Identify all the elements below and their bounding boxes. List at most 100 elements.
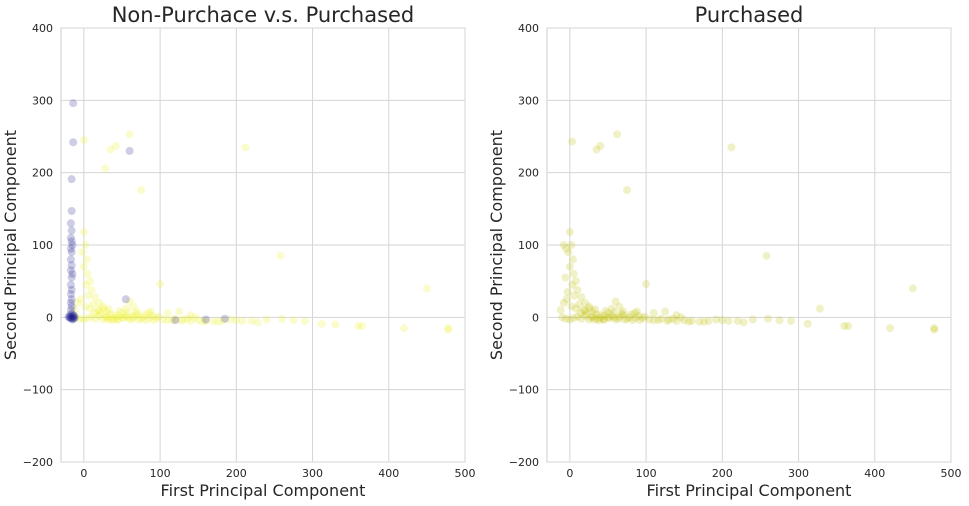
scatter-point bbox=[95, 306, 104, 315]
scatter-point bbox=[129, 302, 138, 311]
scatter-point bbox=[125, 130, 134, 139]
scatter-point bbox=[201, 315, 210, 324]
scatter-point bbox=[724, 316, 733, 325]
scatter-point bbox=[588, 307, 597, 316]
scatter-point bbox=[81, 302, 90, 311]
scatter-point bbox=[603, 313, 612, 322]
scatter-point bbox=[600, 315, 609, 324]
scatter-point bbox=[226, 315, 235, 324]
y-tick-label: −100 bbox=[23, 384, 53, 397]
x-tick-label: 300 bbox=[788, 467, 809, 480]
scatter-point bbox=[90, 308, 99, 317]
scatter-point bbox=[638, 314, 647, 323]
scatter-point bbox=[640, 312, 649, 321]
scatter-point bbox=[556, 306, 565, 315]
scatter-point bbox=[175, 307, 184, 316]
scatter-point bbox=[66, 266, 75, 275]
scatter-point bbox=[584, 302, 593, 311]
scatter-point bbox=[128, 314, 137, 323]
scatter-point bbox=[300, 316, 309, 325]
scatter-point bbox=[69, 311, 78, 320]
y-tick-label: 300 bbox=[518, 94, 539, 107]
scatter-point bbox=[67, 302, 76, 311]
scatter-point bbox=[66, 280, 75, 289]
scatter-point bbox=[687, 316, 696, 325]
scatter-point bbox=[559, 298, 568, 307]
scatter-point bbox=[66, 314, 75, 323]
scatter-point bbox=[67, 207, 76, 216]
scatter-point bbox=[564, 248, 573, 257]
scatter-point bbox=[70, 306, 79, 315]
scatter-point bbox=[672, 316, 681, 325]
scatter-point bbox=[786, 316, 795, 325]
scatter-point bbox=[149, 316, 158, 325]
scatter-point bbox=[78, 248, 87, 257]
scatter-point bbox=[81, 241, 90, 249]
scatter-point bbox=[121, 311, 130, 320]
scatter-point bbox=[84, 291, 93, 300]
scatter-point bbox=[154, 312, 163, 321]
chart-title: Purchased bbox=[695, 3, 804, 27]
scatter-point bbox=[232, 316, 241, 325]
scatter-point bbox=[700, 317, 709, 326]
scatter-point bbox=[803, 319, 812, 328]
scatter-point bbox=[134, 315, 143, 324]
scatter-point bbox=[183, 314, 192, 323]
scatter-point bbox=[66, 244, 75, 253]
scatter-point bbox=[146, 307, 155, 316]
y-tick-label: −200 bbox=[509, 456, 539, 469]
scatter-point bbox=[178, 315, 187, 324]
scatter-point bbox=[67, 261, 76, 270]
scatter-point bbox=[83, 314, 92, 323]
scatter-point bbox=[594, 316, 603, 325]
scatter-point bbox=[619, 307, 628, 316]
scatter-point bbox=[96, 309, 105, 318]
scatter-point bbox=[101, 164, 110, 173]
scatter-point bbox=[113, 315, 122, 324]
y-tick-label: 0 bbox=[46, 311, 53, 324]
scatter-point bbox=[444, 325, 453, 334]
scatter-point bbox=[124, 308, 133, 317]
scatter-point bbox=[748, 315, 757, 324]
scatter-point bbox=[599, 315, 608, 324]
x-axis-label: First Principal Component bbox=[647, 481, 852, 500]
scatter-point bbox=[635, 316, 644, 325]
scatter-point bbox=[104, 315, 113, 324]
scatter-point bbox=[645, 315, 654, 324]
chart-title: Non-Purchace v.s. Purchased bbox=[112, 3, 415, 27]
scatter-point bbox=[98, 302, 107, 311]
scatter-point bbox=[840, 322, 849, 331]
scatter-point bbox=[626, 310, 635, 319]
scatter-point bbox=[623, 314, 632, 323]
scatter-point bbox=[137, 186, 146, 195]
scatter-point bbox=[400, 324, 409, 333]
chart-panel-1: 0 100 200 300 400 500 −200 −100 0 100 200 300 400 Non… bbox=[1, 3, 476, 500]
scatter-point bbox=[577, 314, 586, 323]
scatter-point bbox=[567, 302, 576, 311]
scatter-point bbox=[186, 311, 195, 320]
y-tick-label: −200 bbox=[23, 456, 53, 469]
scatter-point bbox=[600, 311, 609, 320]
scatter-point bbox=[610, 308, 619, 317]
y-tick-label: 300 bbox=[32, 94, 53, 107]
scatter-point bbox=[68, 269, 77, 278]
scatter-point bbox=[718, 316, 727, 325]
scatter-point bbox=[159, 315, 168, 324]
scatter-point bbox=[908, 284, 917, 293]
scatter-point bbox=[603, 308, 612, 317]
scatter-point bbox=[65, 313, 74, 322]
scatter-point bbox=[241, 143, 250, 152]
scatter-point bbox=[69, 314, 78, 323]
y-tick-label: 0 bbox=[532, 311, 539, 324]
scatter-point bbox=[119, 314, 128, 323]
scatter-point bbox=[82, 280, 91, 289]
scatter-point bbox=[669, 314, 678, 323]
scatter-point bbox=[422, 284, 431, 293]
x-tick-label: 300 bbox=[302, 467, 323, 480]
scatter-point bbox=[152, 314, 161, 323]
scatter-point bbox=[930, 325, 939, 334]
scatter-point bbox=[262, 315, 271, 324]
scatter-point bbox=[684, 317, 693, 326]
scatter-point bbox=[585, 304, 594, 313]
